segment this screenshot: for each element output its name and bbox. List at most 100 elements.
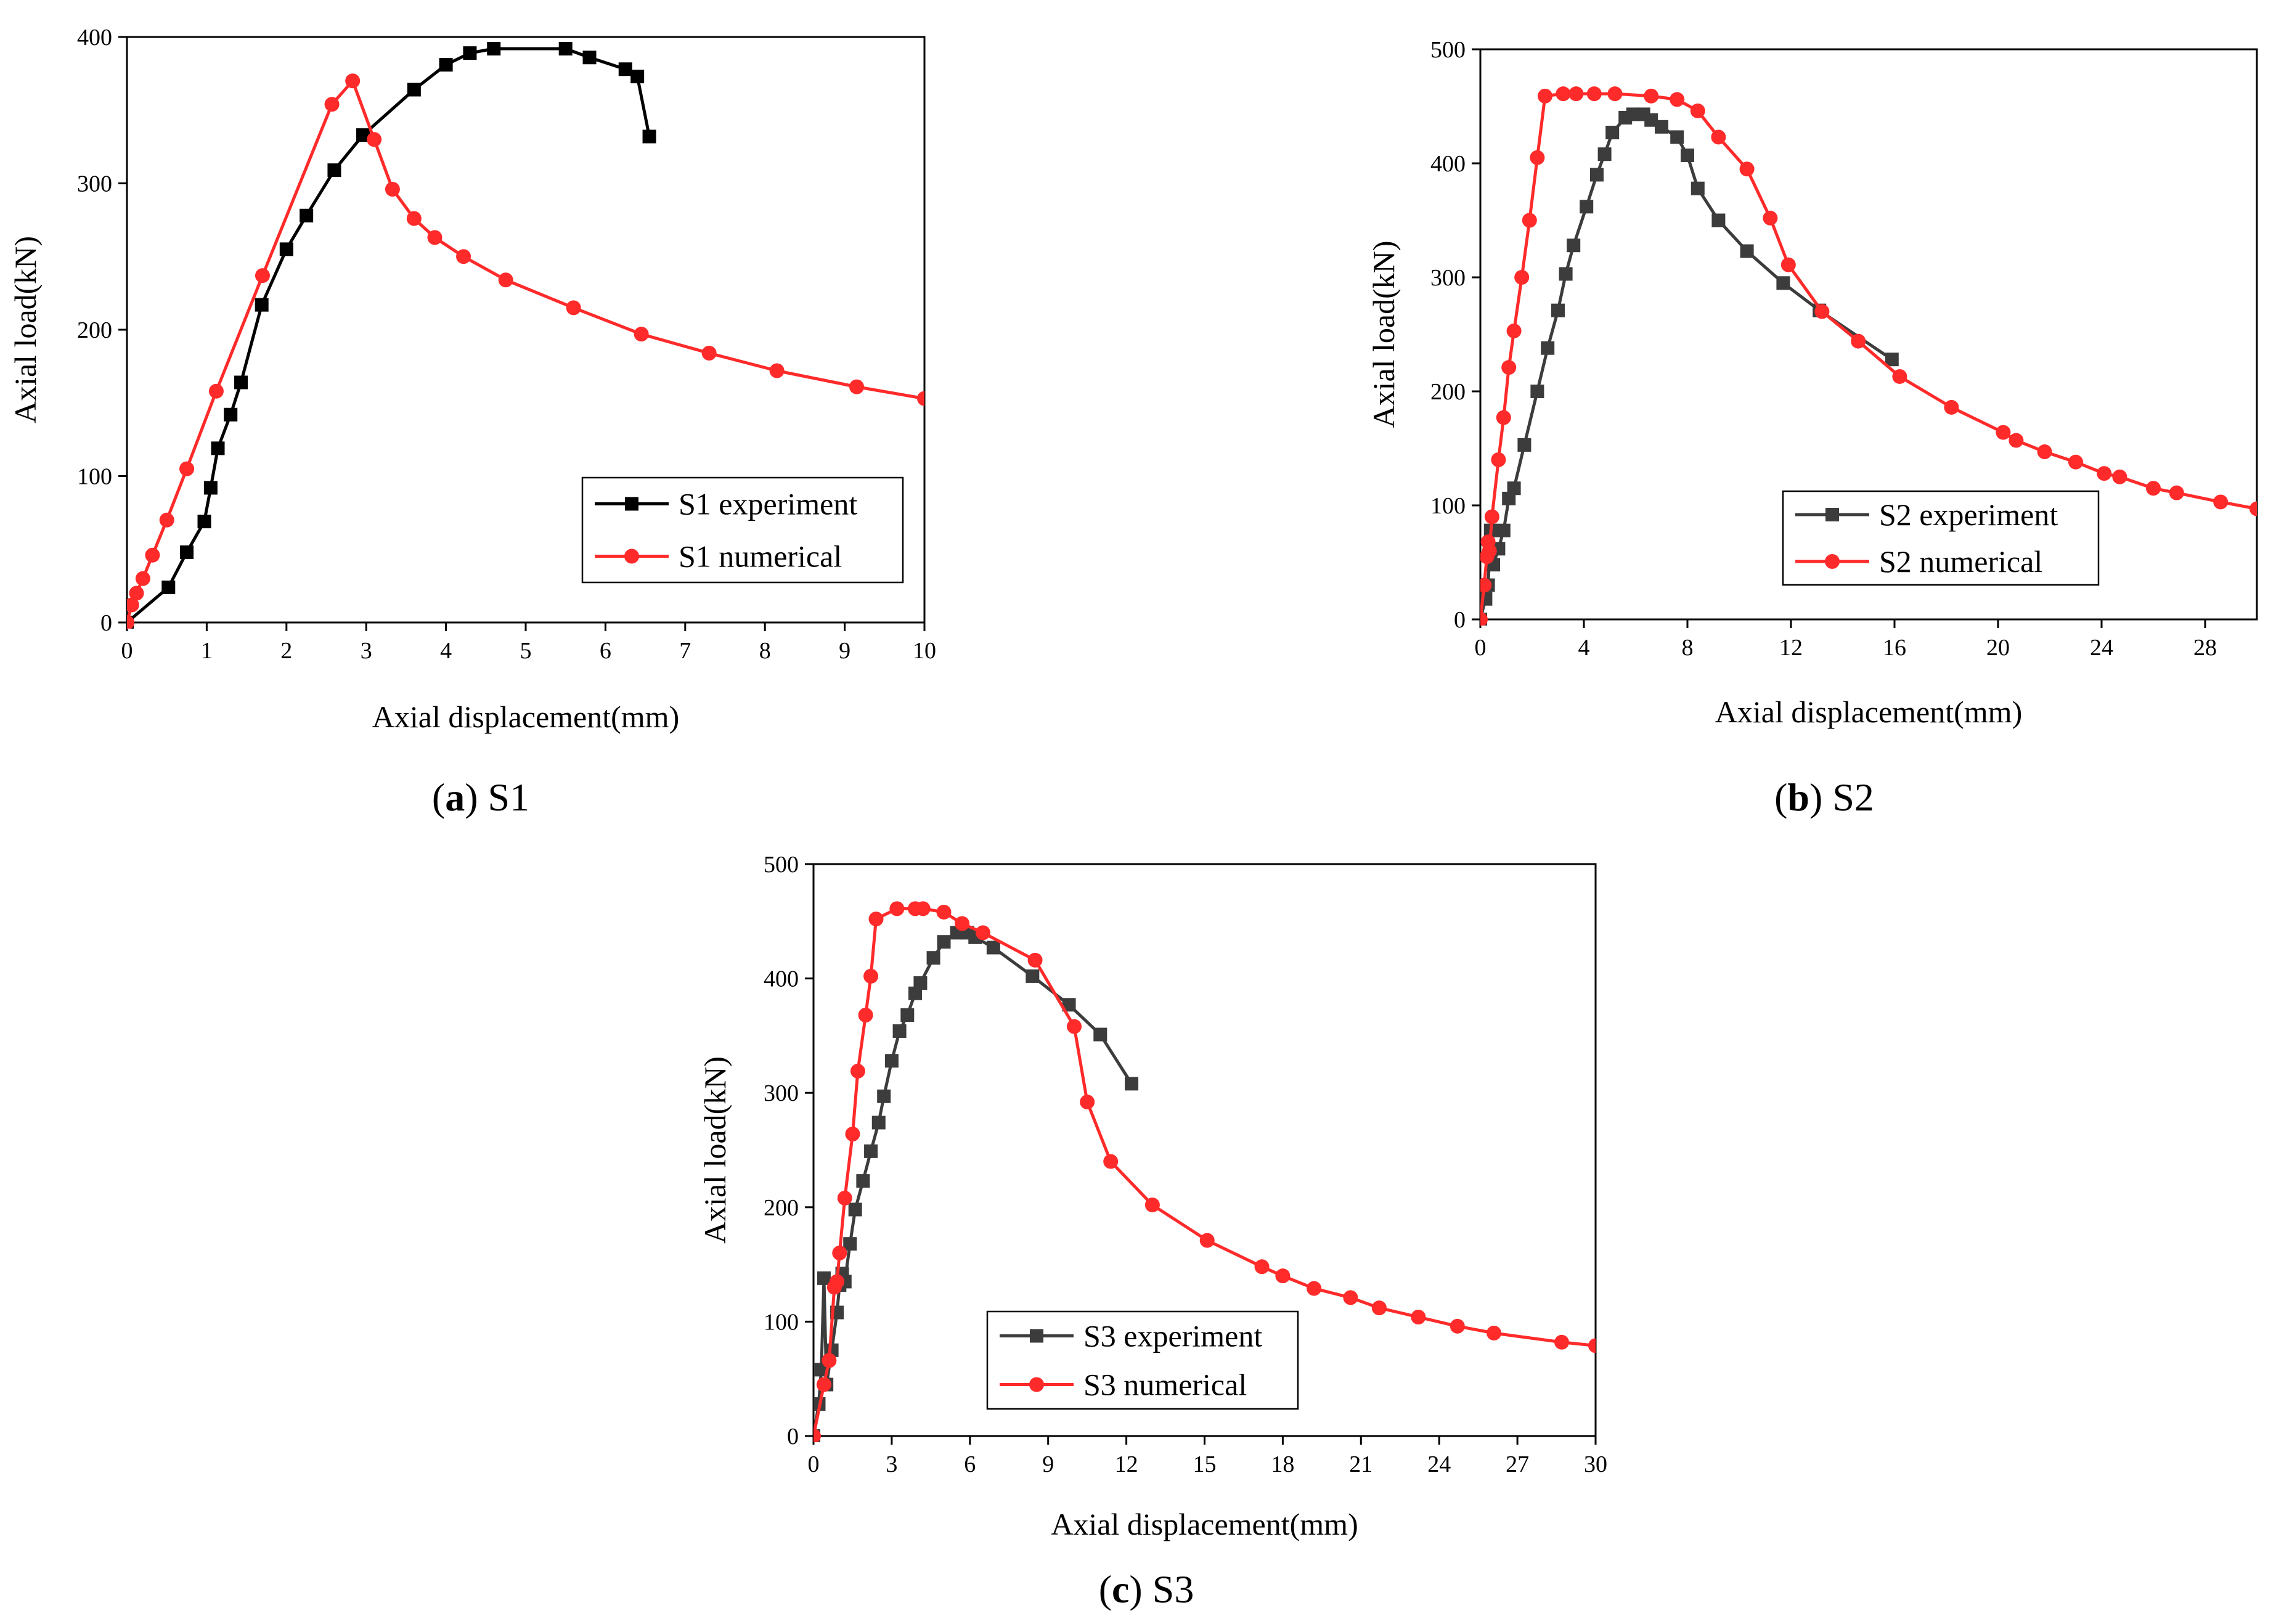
data-point-circle bbox=[255, 268, 270, 284]
x-tick-label: 30 bbox=[1584, 1451, 1607, 1477]
data-point-circle bbox=[1254, 1259, 1270, 1275]
data-point-circle bbox=[1644, 88, 1659, 104]
caption-b: (b) S2 bbox=[1774, 775, 1874, 819]
data-point-circle bbox=[1851, 333, 1866, 349]
legend-marker-circle bbox=[1029, 1377, 1044, 1392]
data-point-circle bbox=[1411, 1309, 1426, 1324]
data-point-square bbox=[1517, 438, 1532, 452]
x-tick-label: 18 bbox=[1271, 1451, 1294, 1477]
data-point-circle bbox=[1450, 1318, 1465, 1334]
data-point-circle bbox=[1480, 577, 1492, 593]
x-tick-label: 24 bbox=[2090, 635, 2113, 661]
data-point-square bbox=[618, 62, 632, 76]
x-tick-label: 5 bbox=[520, 638, 532, 664]
data-point-square bbox=[817, 1271, 831, 1285]
y-axis-label: Axial load(kN) bbox=[1366, 240, 1401, 428]
data-point-square bbox=[1597, 147, 1612, 161]
data-point-circle bbox=[367, 132, 382, 147]
data-point-circle bbox=[345, 73, 361, 89]
data-point-circle bbox=[2112, 469, 2127, 484]
x-tick-label: 1 bbox=[201, 638, 213, 664]
data-point-circle bbox=[1514, 270, 1530, 285]
data-point-square bbox=[937, 935, 951, 949]
y-axis-label: Axial load(kN) bbox=[8, 236, 43, 423]
data-point-circle bbox=[1371, 1300, 1387, 1316]
y-tick-label: 300 bbox=[1430, 265, 1466, 291]
data-point-square bbox=[630, 70, 645, 84]
data-point-circle bbox=[1892, 369, 1907, 384]
data-point-square bbox=[1559, 267, 1573, 281]
data-point-square bbox=[1093, 1027, 1107, 1042]
legend-marker-circle bbox=[624, 549, 639, 564]
y-tick-label: 100 bbox=[1430, 493, 1466, 519]
data-point-square bbox=[1885, 353, 1899, 367]
data-point-square bbox=[161, 581, 176, 594]
data-point-square bbox=[463, 46, 477, 60]
data-point-square bbox=[986, 941, 1000, 955]
data-point-circle bbox=[816, 1377, 831, 1392]
legend-marker-circle bbox=[1825, 554, 1840, 569]
data-point-circle bbox=[135, 571, 150, 586]
data-point-circle bbox=[1780, 257, 1796, 272]
data-point-square bbox=[1507, 481, 1521, 496]
data-point-square bbox=[1626, 107, 1640, 121]
plot-frame-b bbox=[1479, 48, 2258, 621]
data-point-circle bbox=[1670, 92, 1685, 107]
x-tick-label: 28 bbox=[2193, 635, 2217, 661]
y-tick-label: 200 bbox=[77, 317, 112, 343]
y-tick-label: 400 bbox=[1430, 151, 1466, 177]
x-tick-label: 12 bbox=[1779, 635, 1803, 661]
x-axis-label: Axial displacement(mm) bbox=[1051, 1507, 1358, 1541]
x-tick-label: 0 bbox=[121, 638, 133, 664]
y-tick-label: 100 bbox=[77, 464, 112, 490]
y-tick-label: 500 bbox=[764, 852, 799, 878]
data-point-square bbox=[407, 83, 421, 97]
data-point-circle bbox=[2213, 494, 2229, 510]
data-point-square bbox=[1776, 276, 1790, 290]
x-tick-label: 20 bbox=[1986, 635, 2010, 661]
data-point-square bbox=[871, 1116, 886, 1130]
data-point-circle bbox=[566, 300, 581, 316]
data-point-circle bbox=[1275, 1268, 1291, 1284]
data-point-square bbox=[1691, 181, 1705, 195]
data-point-square bbox=[203, 481, 218, 495]
legend-label: S1 numerical bbox=[679, 539, 842, 574]
data-point-circle bbox=[2037, 444, 2052, 460]
data-point-circle bbox=[498, 272, 513, 288]
data-point-circle bbox=[385, 182, 400, 197]
data-point-square bbox=[180, 545, 194, 559]
data-point-circle bbox=[159, 512, 174, 528]
x-tick-label: 15 bbox=[1193, 1451, 1217, 1477]
x-tick-label: 10 bbox=[913, 638, 936, 664]
data-point-circle bbox=[1739, 161, 1755, 177]
data-point-square bbox=[1125, 1077, 1139, 1091]
data-point-square bbox=[439, 58, 453, 72]
data-point-circle bbox=[406, 211, 422, 226]
data-point-square bbox=[1580, 200, 1594, 214]
data-point-circle bbox=[955, 916, 970, 931]
data-point-circle bbox=[2249, 501, 2257, 516]
y-tick-label: 300 bbox=[77, 171, 112, 197]
data-point-square bbox=[1541, 341, 1555, 355]
x-tick-label: 9 bbox=[1042, 1451, 1054, 1477]
data-point-circle bbox=[1343, 1290, 1358, 1305]
data-point-circle bbox=[2146, 481, 2161, 496]
data-point-square bbox=[1740, 244, 1754, 258]
data-point-square bbox=[1711, 213, 1726, 227]
data-point-circle bbox=[2068, 454, 2083, 470]
data-point-square bbox=[279, 242, 293, 256]
data-point-circle bbox=[179, 461, 195, 476]
data-point-square bbox=[1530, 385, 1544, 398]
data-point-circle bbox=[1027, 952, 1043, 968]
y-axis-label: Axial load(kN) bbox=[698, 1056, 732, 1244]
y-tick-label: 200 bbox=[764, 1195, 799, 1221]
data-point-circle bbox=[456, 249, 471, 264]
data-point-circle bbox=[1199, 1233, 1215, 1248]
data-point-circle bbox=[1568, 86, 1584, 102]
data-point-square bbox=[197, 515, 211, 529]
x-axis-label: Axial displacement(mm) bbox=[1715, 695, 2022, 729]
legend-label: S2 experiment bbox=[1879, 497, 2058, 532]
data-point-circle bbox=[1538, 88, 1552, 104]
y-tick-label: 300 bbox=[764, 1080, 799, 1106]
data-point-circle bbox=[845, 1127, 860, 1142]
